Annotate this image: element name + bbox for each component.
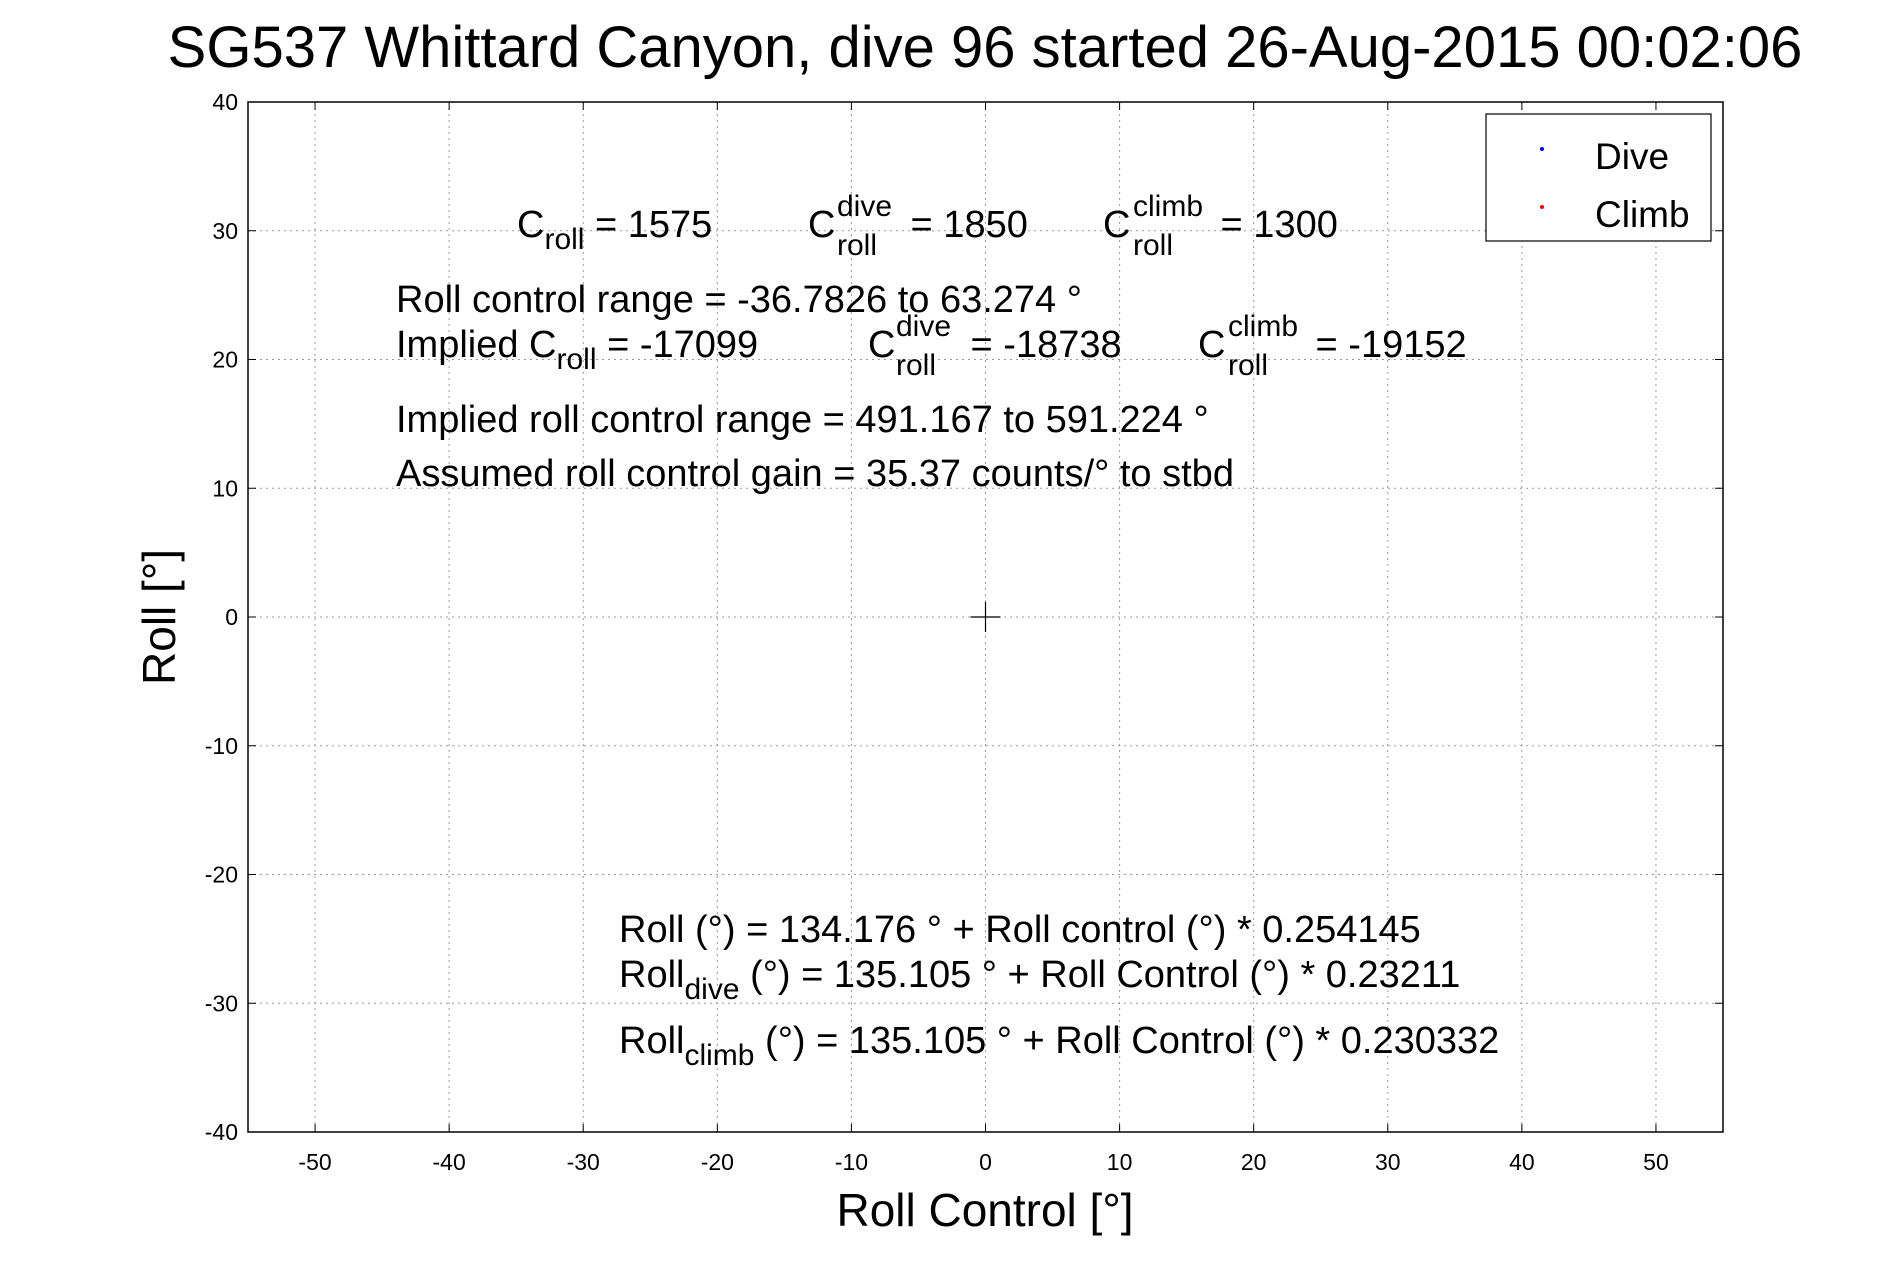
annotation-implied-c-roll-climb: Cclimb roll = -19152 — [1198, 310, 1467, 382]
x-tick-label: -20 — [701, 1149, 734, 1175]
annotation-implied-c-roll-dive: Cdive roll = -18738 — [868, 310, 1122, 382]
x-tick-label: 40 — [1509, 1149, 1535, 1175]
axis-ticks — [248, 101, 1723, 1133]
y-tick-label: -20 — [205, 862, 238, 888]
annotation-c-roll-dive: Cdive roll = 1850 — [808, 190, 1028, 262]
annotation-implied-c-roll: Implied Croll = -17099 — [396, 324, 758, 376]
x-tick-label: -50 — [298, 1149, 331, 1175]
annotation-gain: Assumed roll control gain = 35.37 counts… — [396, 453, 1234, 495]
x-axis-label: Roll Control [°] — [836, 1184, 1133, 1236]
y-tick-label: 0 — [225, 604, 238, 630]
y-axis-label: Roll [°] — [133, 549, 185, 685]
y-tick-label: -40 — [205, 1119, 238, 1145]
y-tick-label: 40 — [212, 89, 238, 115]
center-plus-marker — [970, 602, 1001, 632]
legend-dive-label: Dive — [1595, 136, 1669, 177]
x-tick-label: 50 — [1643, 1149, 1669, 1175]
y-tick-label: 20 — [212, 347, 238, 373]
y-tick-label: 30 — [212, 218, 238, 244]
y-tick-label: -30 — [205, 990, 238, 1016]
x-tick-labels: -50 -40 -30 -20 -10 0 10 20 30 40 50 — [298, 1149, 1668, 1175]
legend-climb-label: Climb — [1595, 194, 1690, 235]
annotation-fit-dive: Rolldive (°) = 135.105 ° + Roll Control … — [619, 954, 1460, 1006]
annotation-fit-climb: Rollclimb (°) = 135.105 ° + Roll Control… — [619, 1020, 1499, 1072]
x-tick-label: 0 — [979, 1149, 992, 1175]
annotation-c-roll-climb: Cclimb roll = 1300 — [1103, 190, 1338, 262]
chart-title: SG537 Whittard Canyon, dive 96 started 2… — [168, 15, 1803, 80]
annotation-implied-range: Implied roll control range = 491.167 to … — [396, 399, 1209, 441]
x-tick-label: 20 — [1241, 1149, 1267, 1175]
x-tick-label: 10 — [1107, 1149, 1133, 1175]
legend-climb-marker — [1540, 205, 1544, 209]
y-tick-labels: 40 30 20 10 0 -10 -20 -30 -40 — [205, 89, 238, 1145]
legend-box — [1485, 113, 1712, 242]
x-tick-label: -40 — [433, 1149, 466, 1175]
annotation-fit-roll: Roll (°) = 134.176 ° + Roll control (°) … — [619, 909, 1421, 951]
legend-dive-marker — [1540, 147, 1544, 151]
y-tick-label: 10 — [212, 475, 238, 501]
series-markers — [970, 602, 1001, 632]
y-tick-label: -10 — [205, 733, 238, 759]
x-tick-label: -10 — [835, 1149, 868, 1175]
x-tick-label: -30 — [567, 1149, 600, 1175]
annotation-c-roll: Croll = 1575 — [517, 204, 712, 256]
grid-lines — [248, 101, 1723, 1133]
annotation-roll-control-range: Roll control range = -36.7826 to 63.274 … — [396, 279, 1082, 321]
legend: Dive Climb — [1485, 113, 1712, 242]
x-tick-label: 30 — [1375, 1149, 1401, 1175]
